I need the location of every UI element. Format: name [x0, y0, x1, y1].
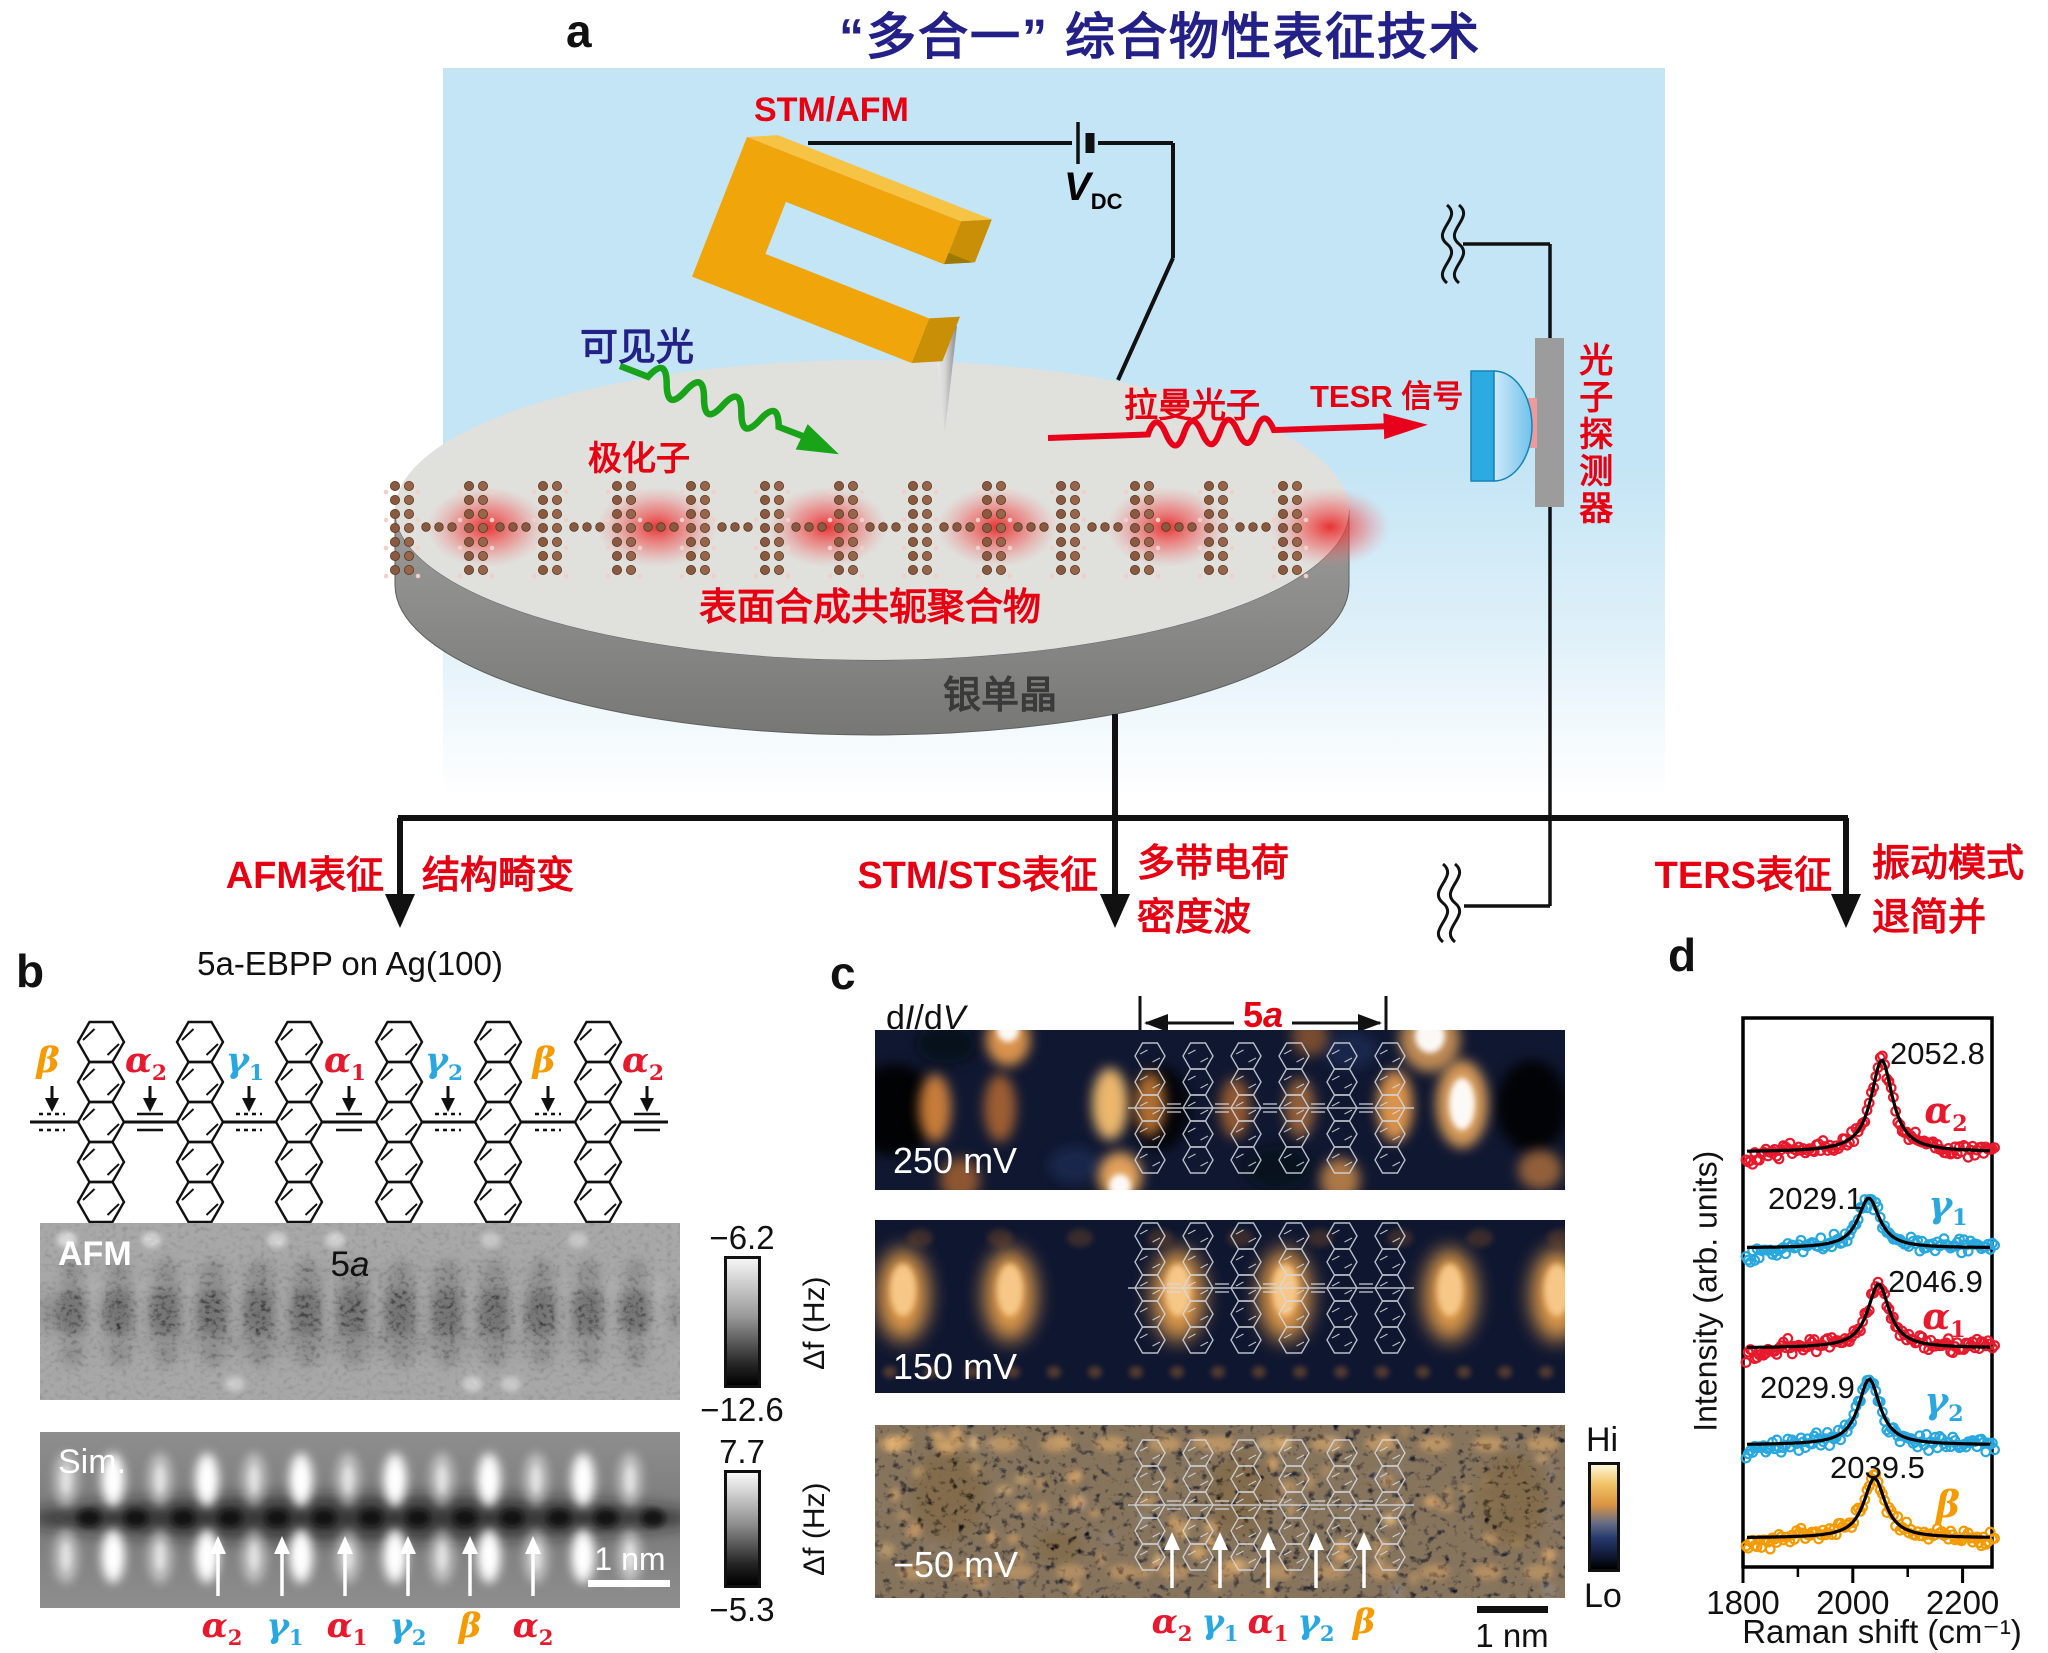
sim-scale-min: −5.3	[709, 1591, 775, 1628]
didv-map-150mv	[875, 1220, 1565, 1393]
site-label-β: β	[532, 1040, 556, 1081]
panel-b-title: 5a-EBPP on Ag(100)	[197, 945, 503, 982]
site-label-γ2: γ2	[424, 1040, 464, 1086]
site-label-β: β	[36, 1040, 60, 1081]
raman-photon-label: 拉曼光子	[1124, 387, 1260, 425]
branch-sts-result-2: 密度波	[1137, 897, 1252, 939]
afm-scale-min: −12.6	[700, 1391, 784, 1428]
site-label-γ1: γ1	[266, 1606, 304, 1650]
site-label-α1: α1	[1922, 1296, 1966, 1344]
panel-c-letter: c	[830, 947, 856, 999]
map-scalebar	[1477, 1606, 1548, 1613]
figure-title: “多合一” 综合物性表征技术	[839, 9, 1481, 65]
bias-label-neg50mv: −50 mV	[893, 1544, 1019, 1585]
branch-sts-result-1: 多带电荷	[1137, 843, 1290, 885]
panel-b-dimension-label: 5a	[330, 1245, 370, 1284]
silver-crystal-label: 银单晶	[942, 675, 1057, 717]
raman-ylabel: Intensity (arb. units)	[1687, 1150, 1724, 1432]
site-label-α2: α2	[124, 1040, 168, 1086]
peak-label-α2: 2052.8	[1890, 1036, 1985, 1071]
site-label-γ1: γ1	[225, 1040, 265, 1086]
peak-label-α1: 2046.9	[1888, 1264, 1983, 1299]
site-label-γ1: γ1	[1928, 1184, 1968, 1232]
sim-image-label: Sim.	[58, 1443, 126, 1481]
stm-afm-label: STM/AFM	[754, 91, 909, 129]
site-label-α1: α1	[1247, 1602, 1289, 1646]
visible-light-label: 可见光	[580, 327, 695, 369]
afm-image-label: AFM	[58, 1235, 132, 1273]
site-label-β: β	[458, 1606, 482, 1646]
panel-a-letter: a	[566, 5, 592, 57]
didv-map-neg50mv	[875, 1425, 1565, 1598]
afm-colorbar	[724, 1256, 761, 1388]
afm-scale-unit: Δf (Hz)	[797, 1276, 831, 1370]
sim-scale-max: 7.7	[719, 1433, 765, 1470]
site-label-β: β	[1936, 1484, 1960, 1526]
tesr-signal-label: TESR 信号	[1310, 379, 1464, 414]
branch-ters-method: TERS表征	[1654, 855, 1832, 897]
raman-xlabel: Raman shift (cm⁻¹)	[1742, 1613, 2022, 1650]
sim-scalebar	[588, 1580, 670, 1587]
branch-ters-result-2: 退简并	[1872, 897, 1987, 939]
photon-detector-label: 光子探测器	[1573, 342, 1612, 527]
afm-image	[40, 1223, 680, 1400]
didv-label: dI/dV	[886, 999, 966, 1037]
vdc-label: VDC	[1064, 165, 1123, 214]
bias-label-150mv: 150 mV	[893, 1346, 1018, 1387]
site-label-α2: α2	[621, 1040, 665, 1086]
didv-colorbar-min: Lo	[1584, 1577, 1622, 1615]
panel-c-dimension-label: 5a	[1242, 994, 1284, 1035]
bias-label-250mv: 250 mV	[893, 1140, 1018, 1181]
raman-plot	[1740, 1016, 2000, 1583]
x-tick-label: 2000	[1816, 1584, 1890, 1621]
peak-label-β: 2039.5	[1830, 1450, 1925, 1485]
branch-sts-method: STM/STS表征	[857, 855, 1098, 897]
polaron-label: 极化子	[588, 440, 690, 478]
site-label-α2: α2	[1924, 1090, 1968, 1138]
site-label-γ2: γ2	[1924, 1380, 1964, 1428]
site-label-α2: α2	[1151, 1602, 1193, 1646]
site-label-β: β	[1352, 1602, 1376, 1642]
afm-scale-max: −6.2	[709, 1219, 775, 1256]
peak-label-γ1: 2029.1	[1768, 1181, 1863, 1216]
branch-ters-result-1: 振动模式	[1872, 843, 2025, 885]
site-label-α1: α1	[326, 1606, 368, 1650]
panel-b-letter: b	[16, 945, 45, 997]
sim-scalebar-label: 1 nm	[594, 1541, 666, 1577]
site-label-α2: α2	[201, 1606, 243, 1650]
map-scalebar-label: 1 nm	[1475, 1617, 1549, 1653]
sim-scale-unit: Δf (Hz)	[797, 1482, 831, 1576]
panel-d-letter: d	[1668, 929, 1697, 981]
didv-colorbar	[1588, 1462, 1620, 1572]
afm-simulation-image	[40, 1432, 680, 1608]
didv-map-250mv	[875, 1030, 1565, 1190]
site-label-α2: α2	[512, 1606, 554, 1650]
branch-afm-method: AFM表征	[225, 855, 384, 897]
x-tick-label: 2200	[1925, 1584, 2000, 1621]
didv-colorbar-max: Hi	[1586, 1421, 1619, 1459]
branch-afm-result: 结构畸变	[422, 855, 575, 897]
sim-colorbar	[724, 1470, 761, 1588]
site-label-γ2: γ2	[1297, 1602, 1335, 1646]
site-label-γ1: γ1	[1201, 1602, 1239, 1646]
site-label-γ2: γ2	[389, 1606, 427, 1650]
x-tick-label: 1800	[1706, 1584, 1780, 1621]
peak-label-γ2: 2029.9	[1760, 1370, 1855, 1405]
site-label-α1: α1	[323, 1040, 367, 1086]
polymer-label: 表面合成共轭聚合物	[698, 587, 1041, 629]
